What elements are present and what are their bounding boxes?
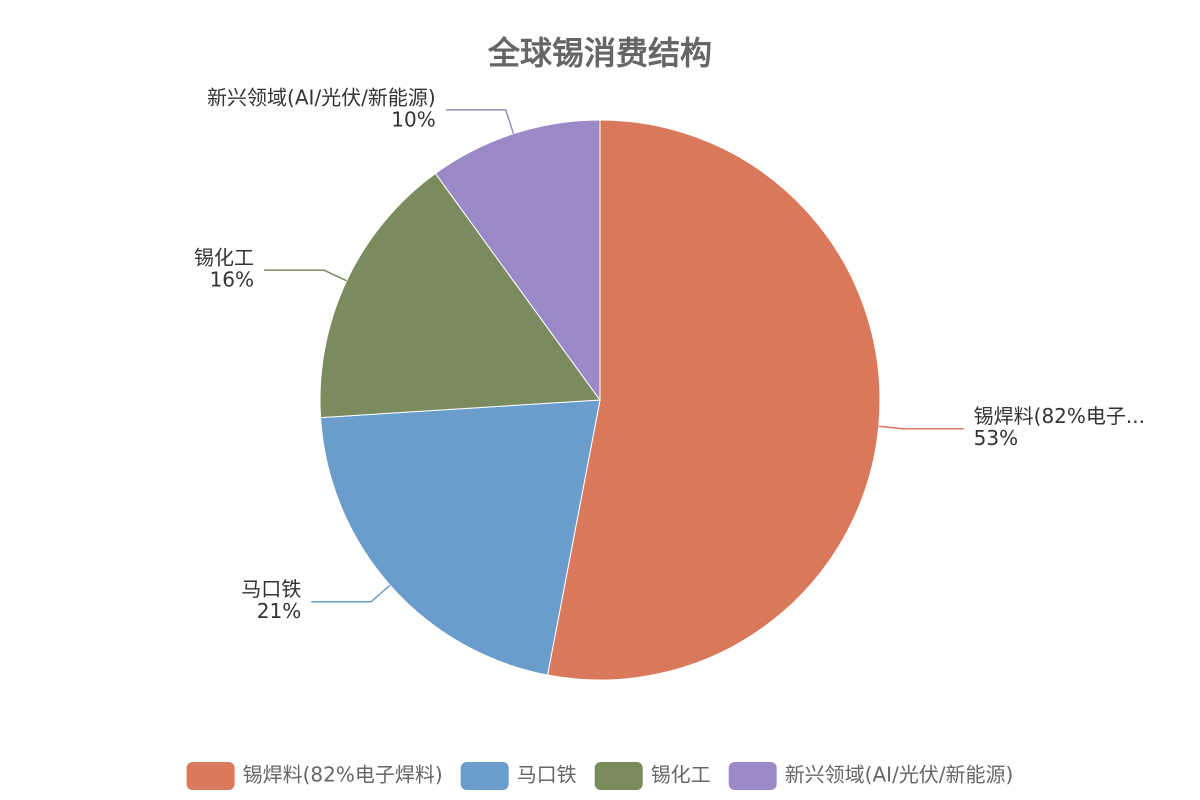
value-label: 53% [974, 426, 1018, 450]
slice-label: 马口铁 [241, 577, 301, 601]
pie-slice [319, 172, 601, 419]
slice-label: 锡焊料(82%电子... [974, 404, 1145, 428]
pie-slice [546, 119, 881, 681]
pie-slice [434, 119, 601, 402]
slice-label: 锡化工 [194, 246, 254, 270]
legend-swatch [460, 762, 509, 790]
label-line [878, 425, 964, 430]
legend-label: 锡化工 [651, 763, 711, 787]
label-line [264, 269, 347, 282]
legend-swatch [186, 762, 235, 790]
legend-swatch [728, 762, 777, 790]
label-line [445, 109, 515, 134]
legend-label: 锡焊料(82%电子焊料) [243, 763, 443, 787]
legend-swatch [594, 762, 643, 790]
value-label: 21% [257, 599, 301, 623]
slice-label: 新兴领域(AI/光伏/新能源) [207, 85, 436, 109]
value-label: 16% [210, 268, 254, 292]
chart-title: 全球锡消费结构 [487, 34, 712, 72]
value-label: 10% [391, 107, 435, 131]
legend-label: 新兴领域(AI/光伏/新能源) [785, 763, 1014, 787]
pie-slice [320, 399, 601, 676]
label-line [311, 584, 391, 603]
legend-label: 马口铁 [517, 763, 577, 787]
